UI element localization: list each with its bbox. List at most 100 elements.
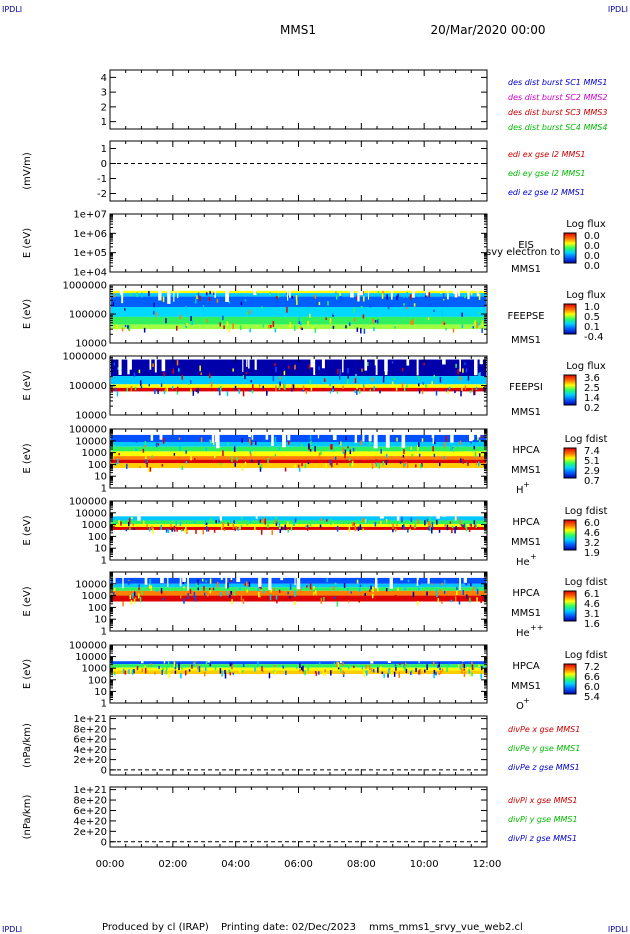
spectrogram-speckle	[307, 320, 310, 326]
spectrogram-speckle	[406, 307, 408, 310]
spectrogram-speckle	[152, 527, 154, 534]
spectrogram-gap	[174, 647, 178, 660]
spectrogram-speckle	[299, 669, 301, 672]
spectrogram-speckle	[394, 664, 397, 667]
spectrogram-speckle	[216, 298, 219, 303]
spectrogram-speckle	[353, 317, 356, 322]
spectrogram-speckle	[216, 516, 218, 520]
spectrogram-gap	[442, 503, 446, 517]
spectrogram-speckle	[303, 670, 305, 674]
spectrogram-speckle	[190, 388, 192, 393]
spectrogram-speckle	[223, 584, 226, 589]
spectrogram-speckle	[131, 669, 134, 675]
legend-entry: des dist burst SC1 MMS1	[508, 78, 607, 87]
spectrogram-speckle	[374, 320, 377, 323]
spectrogram-speckle	[337, 667, 340, 670]
spectrogram-speckle	[333, 662, 336, 667]
spectrogram-speckle	[134, 386, 137, 391]
spectrogram-speckle	[133, 598, 136, 604]
spectrogram-speckle	[150, 663, 152, 667]
spectrogram-speckle	[438, 529, 441, 533]
spectrogram-speckle	[189, 589, 192, 594]
spectrogram-speckle	[254, 441, 257, 446]
instrument-name: HPCA	[512, 445, 540, 456]
spectrogram-speckle	[287, 529, 289, 533]
spectrogram-speckle	[196, 583, 198, 588]
y-tick-label: 1000	[82, 520, 107, 531]
spectrogram-gap	[160, 574, 164, 584]
spectrogram-speckle	[471, 589, 474, 593]
spectrogram-speckle	[478, 322, 480, 326]
spectrogram-speckle	[194, 595, 197, 602]
spectrogram-gap	[418, 647, 420, 664]
species-label: O	[516, 701, 524, 712]
spectrogram-gap	[219, 503, 223, 521]
spectrogram-speckle	[244, 461, 247, 465]
spectrogram-speckle	[112, 301, 115, 306]
spectrogram-speckle	[198, 666, 201, 673]
spectrogram-speckle	[232, 323, 234, 330]
spectrogram-speckle	[466, 594, 468, 599]
spectrogram-speckle	[475, 523, 477, 527]
spectrogram-speckle	[329, 459, 332, 466]
spectrogram-speckle	[403, 449, 405, 455]
spectrogram-speckle	[219, 668, 222, 674]
spectrogram-speckle	[227, 582, 229, 589]
colorbar-gradient	[563, 232, 577, 264]
spectrogram-speckle	[172, 368, 174, 374]
spectrogram-speckle	[382, 376, 385, 383]
spectrogram-gap	[255, 503, 258, 519]
spectrogram-speckle	[463, 668, 465, 671]
spectrogram-speckle	[279, 381, 281, 387]
spectrogram-speckle	[267, 524, 269, 529]
spectrogram-speckle	[224, 672, 227, 679]
spectrogram-speckle	[332, 388, 334, 392]
spectrogram-speckle	[185, 450, 187, 454]
spectrogram-gap	[359, 287, 364, 296]
spectrogram-speckle	[283, 370, 286, 376]
spectrogram-speckle	[451, 528, 453, 534]
spectrogram-speckle	[279, 529, 282, 534]
header-spacecraft: MMS1	[280, 23, 316, 37]
spectrogram-gap	[167, 574, 169, 588]
y-ticks: 10000 100000 1000000	[62, 281, 487, 350]
spectrogram-speckle	[301, 460, 303, 467]
spectrogram-speckle	[261, 666, 263, 672]
spectrogram-speckle	[436, 456, 439, 460]
spectrogram-speckle	[464, 362, 466, 365]
spectrogram-speckle	[279, 376, 281, 380]
spectrogram-speckle	[450, 445, 452, 452]
corner-label-bottom-right: IPDLI	[608, 925, 628, 934]
spectrogram-speckle	[418, 441, 420, 447]
spectrogram-speckle	[218, 389, 221, 396]
x-ticks	[109, 285, 488, 343]
x-ticks	[109, 787, 488, 847]
spectrogram-speckle	[439, 291, 442, 294]
legend-divpe: divPe x gse MMS1 divPe y gse MMS1 divPe z …	[508, 725, 580, 772]
y-tick-label: 1000	[82, 664, 107, 675]
spectrogram-gap	[141, 647, 144, 664]
spectrogram-speckle	[330, 519, 332, 526]
spectrogram-speckle	[142, 448, 145, 453]
spectrogram-speckle	[392, 523, 394, 530]
spectrogram-gap	[328, 647, 332, 657]
spectrogram-speckle	[297, 464, 300, 468]
spectrogram-speckle	[197, 387, 199, 394]
spectrogram-speckle	[259, 594, 262, 598]
spectrogram-gap	[294, 503, 297, 513]
spectrogram-speckle	[220, 385, 222, 392]
instrument-labels-eis: EIS MMS1	[511, 240, 541, 275]
spectrogram-speckle	[162, 296, 165, 303]
spectrogram-speckle	[433, 374, 435, 379]
spectrogram-gap	[389, 574, 393, 589]
spectrogram-speckle	[360, 440, 362, 446]
spectrogram-speckle	[435, 671, 437, 676]
spectrogram-speckle	[407, 528, 409, 533]
spectrogram-gap	[362, 431, 365, 442]
spectrogram-speckle	[478, 461, 480, 467]
spectrogram-speckle	[438, 662, 441, 668]
